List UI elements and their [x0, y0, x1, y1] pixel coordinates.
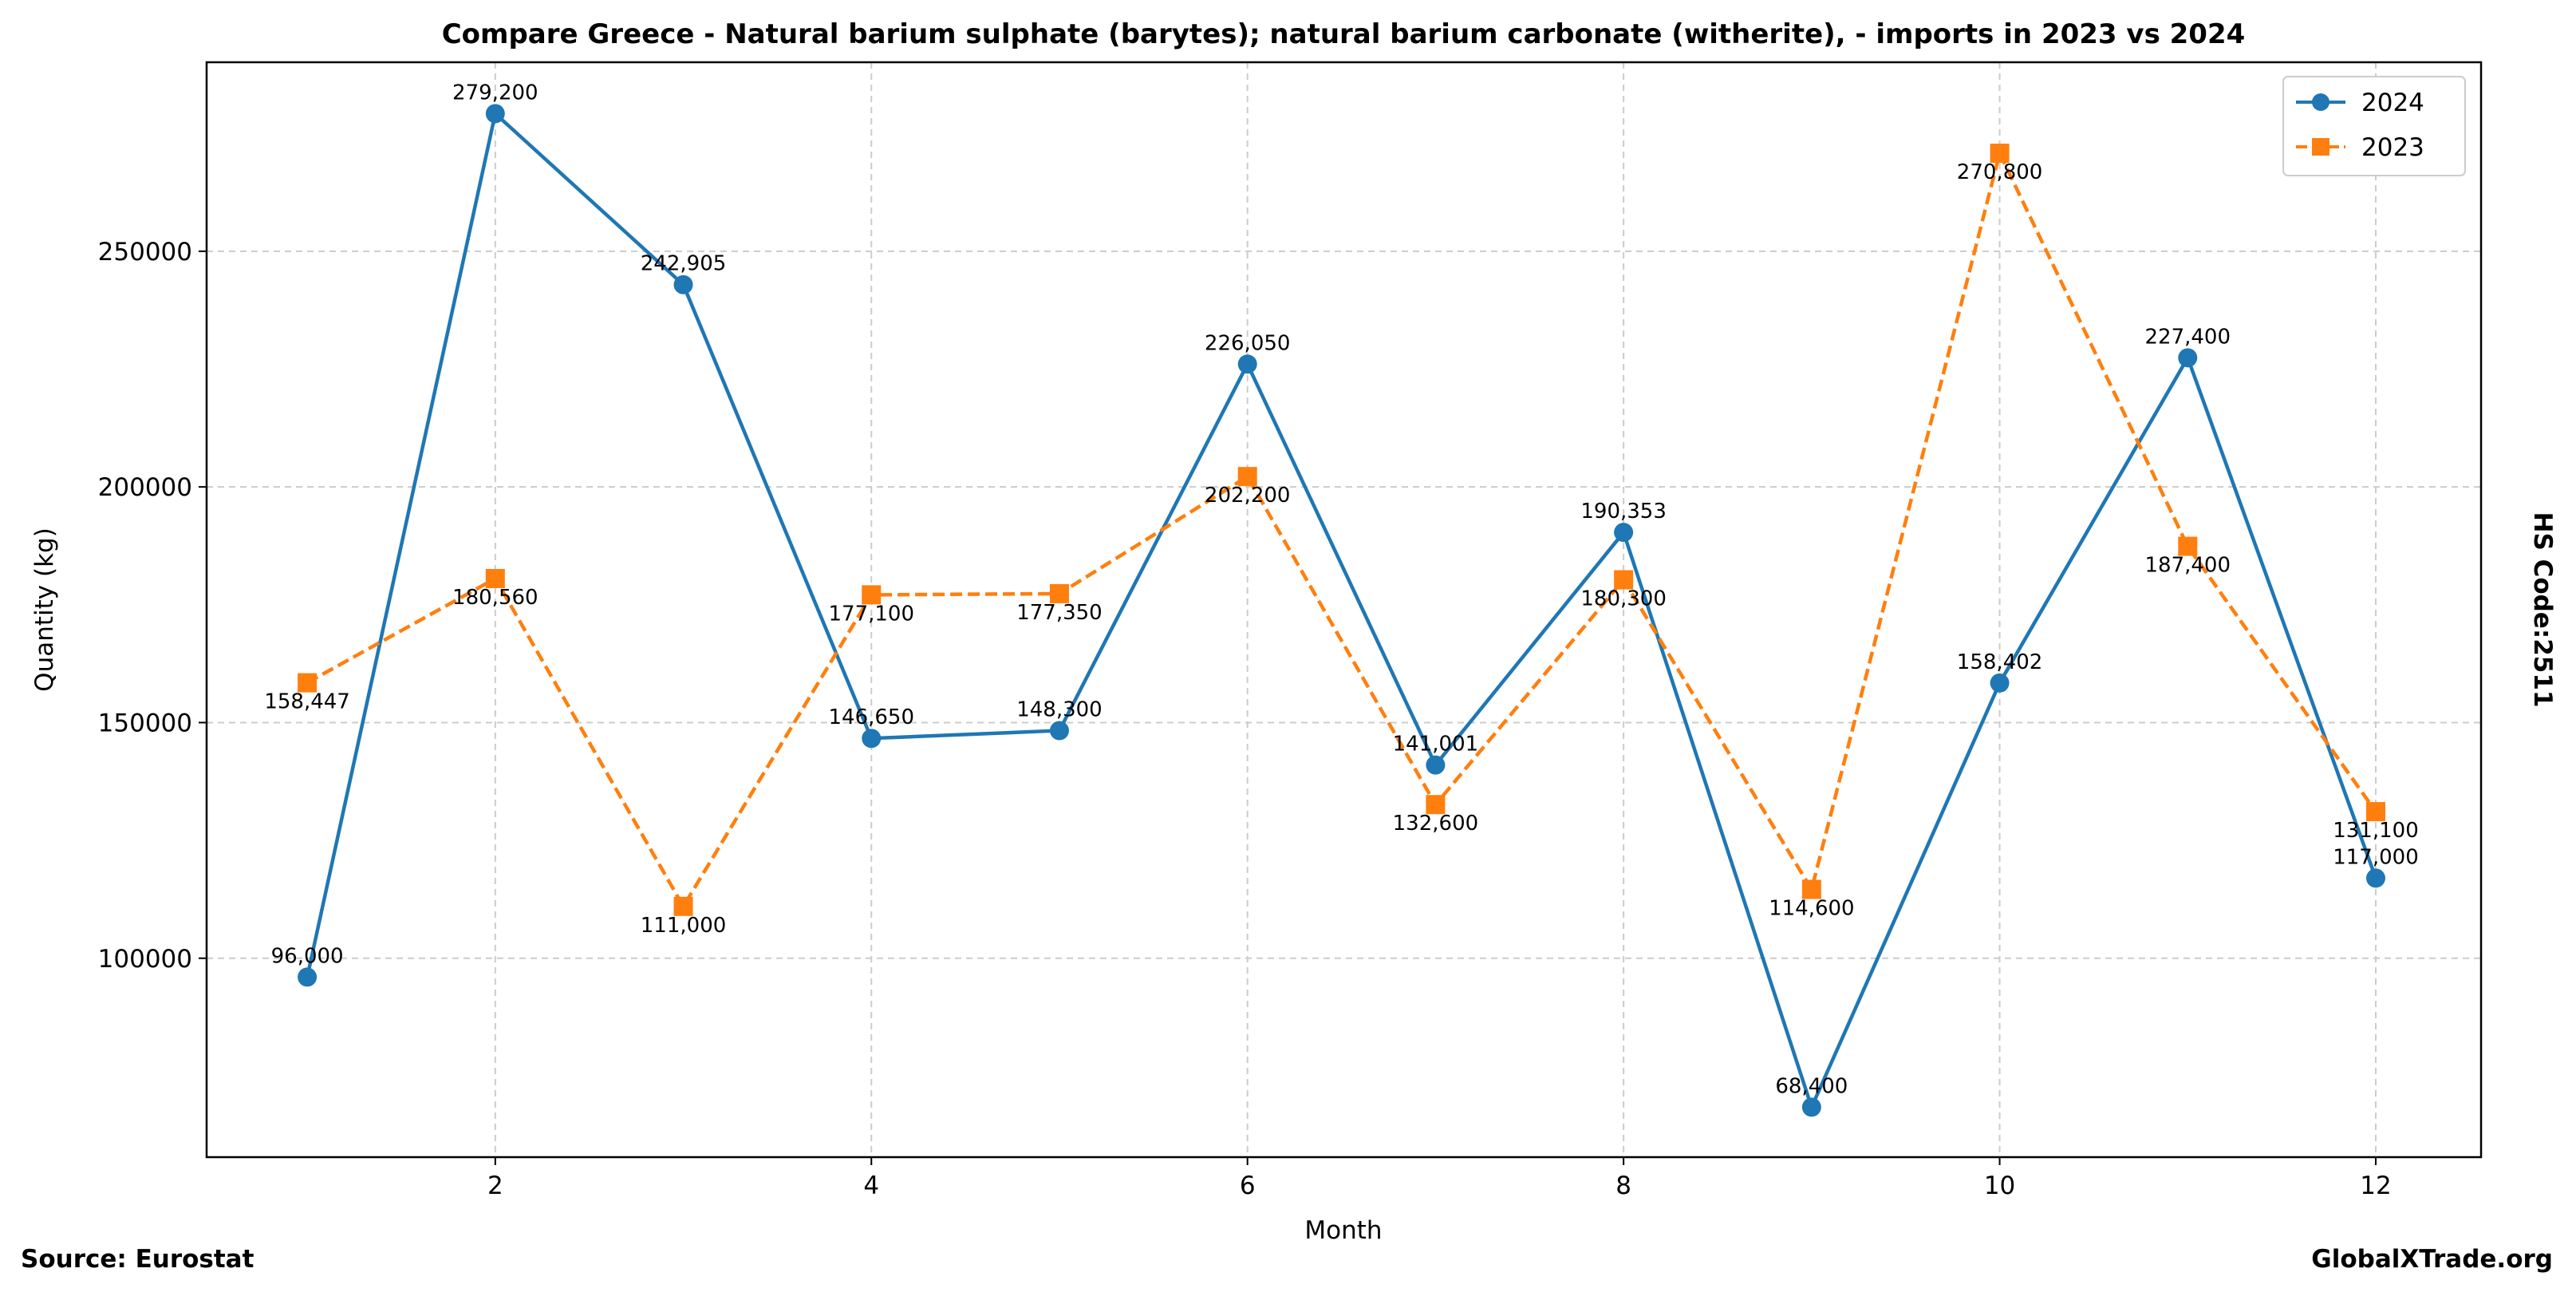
data-label-2024: 158,402 [1957, 650, 2043, 674]
data-point-2023 [1237, 467, 1257, 487]
data-label-2023: 180,300 [1580, 587, 1667, 610]
x-tick-label: 2 [487, 1172, 503, 1200]
series-markers [298, 104, 2385, 1117]
series-line-2023 [306, 148, 2377, 911]
data-point-2023 [485, 568, 505, 588]
data-point-2024 [862, 729, 882, 749]
data-label-2023: 177,350 [1016, 601, 1103, 625]
data-label-2024: 190,353 [1580, 500, 1667, 524]
data-label-2023: 158,447 [264, 690, 350, 714]
data-label-2023: 131,100 [2333, 819, 2419, 843]
x-axis-label: Month [1304, 1216, 1382, 1245]
legend-marker-2023 [2312, 138, 2329, 156]
chart-title: Compare Greece - Natural barium sulphate… [442, 18, 2246, 50]
data-point-2024 [1614, 523, 1634, 543]
data-label-2024: 117,000 [2333, 845, 2419, 869]
grid [207, 62, 2481, 1157]
data-point-2024 [1990, 673, 2010, 693]
legend: 2024 2023 [2282, 76, 2466, 176]
data-label-2023: 187,400 [2145, 554, 2231, 578]
y-tick-label: 150000 [98, 709, 192, 737]
data-labels: 96,000 279,200 242,905 146,650 148,300 226,05… [264, 81, 2418, 1098]
data-point-2023 [298, 673, 318, 693]
series-line-2024 [305, 110, 2378, 1112]
data-point-2024 [673, 275, 693, 294]
data-point-2024 [1426, 755, 1446, 775]
legend-label-2023: 2023 [2361, 133, 2424, 162]
data-point-2024 [485, 104, 505, 124]
y-tick-label: 250000 [98, 238, 192, 267]
data-point-2023 [1801, 879, 1821, 899]
data-label-2024: 146,650 [828, 705, 914, 729]
data-point-2024 [1801, 1097, 1821, 1117]
data-point-2023 [1426, 795, 1446, 815]
plot-frame [205, 61, 2483, 1159]
data-label-2024: 227,400 [2145, 325, 2231, 349]
data-point-2023 [862, 585, 882, 605]
data-label-2024: 96,000 [271, 944, 344, 968]
axis-ticks: 2 4 6 8 10 12 100000 150000 200000 250000 [98, 238, 2392, 1200]
y-axis-label: Quantity (kg) [30, 527, 59, 692]
data-label-2024: 68,400 [1775, 1074, 1848, 1098]
data-point-2024 [2178, 348, 2198, 368]
data-label-2024: 148,300 [1016, 697, 1103, 721]
data-point-2024 [1049, 721, 1069, 741]
x-tick-label: 8 [1615, 1172, 1631, 1200]
data-label-2023: 180,560 [452, 586, 538, 610]
y-tick-label: 100000 [98, 945, 192, 974]
data-label-2023: 132,600 [1393, 812, 1479, 836]
x-tick-label: 6 [1240, 1172, 1256, 1200]
data-point-2024 [1237, 354, 1257, 374]
data-point-2023 [2178, 536, 2198, 556]
y-tick-label: 200000 [98, 473, 192, 502]
x-tick-label: 10 [1984, 1172, 2015, 1200]
data-point-2023 [1990, 143, 2010, 163]
x-tick-label: 12 [2360, 1172, 2391, 1200]
data-label-2023: 111,000 [641, 914, 727, 938]
data-label-2024: 279,200 [452, 81, 538, 105]
series-lines [305, 110, 2378, 1112]
data-point-2024 [298, 967, 318, 987]
data-label-2024: 226,050 [1205, 331, 1291, 355]
source-label: Source: Eurostat [21, 1245, 254, 1274]
legend-marker-2024 [2312, 93, 2329, 111]
legend-label-2024: 2024 [2361, 89, 2424, 117]
data-point-2023 [2365, 802, 2385, 822]
data-label-2023: 202,200 [1205, 484, 1291, 508]
data-point-2023 [673, 896, 693, 916]
hs-code-label: HS Code:2511 [2528, 512, 2557, 707]
data-point-2024 [2365, 868, 2385, 888]
data-point-2023 [1614, 570, 1634, 590]
data-label-2024: 242,905 [641, 252, 727, 276]
data-label-2023: 177,100 [828, 602, 914, 626]
brand-label: GlobalXTrade.org [2311, 1245, 2553, 1274]
data-label-2024: 141,001 [1393, 733, 1479, 757]
data-point-2023 [1049, 583, 1069, 603]
data-label-2023: 114,600 [1769, 897, 1855, 921]
x-tick-label: 4 [863, 1172, 879, 1200]
data-label-2023: 270,800 [1957, 160, 2043, 184]
